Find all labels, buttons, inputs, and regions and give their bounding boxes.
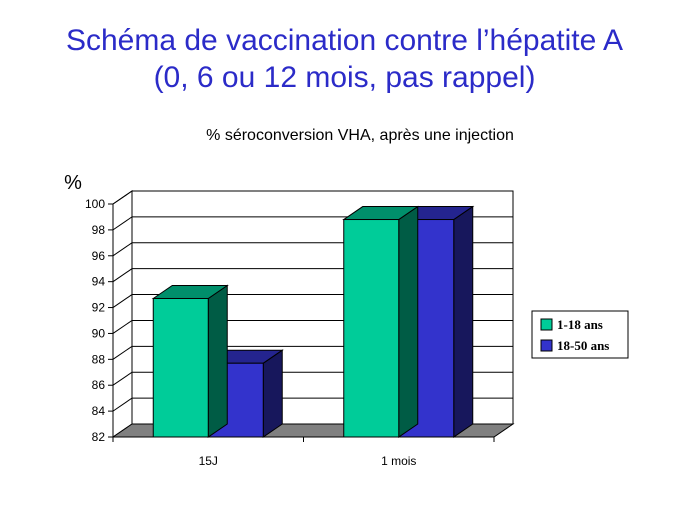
y-tick-label: 84 (92, 404, 106, 418)
legend-swatch (540, 339, 553, 352)
bar-side (398, 205, 419, 438)
legend-label: 1-18 ans (557, 317, 603, 332)
y-tick-label: 90 (92, 326, 106, 340)
bar (343, 219, 400, 438)
y-tick-label: 98 (92, 223, 106, 237)
bar-side (207, 284, 228, 438)
chart-title: % séroconversion VHA, après une injectio… (206, 127, 514, 144)
slide-title-line-2: (0, 6 ou 12 mois, pas rappel) (153, 61, 536, 94)
slide-title: Schéma de vaccination contre l’hépatite … (0, 22, 689, 96)
slide-title-line-1: Schéma de vaccination contre l’hépatite … (65, 24, 623, 57)
gridline (112, 190, 513, 205)
bar-side (262, 349, 283, 438)
bar-side (453, 205, 474, 438)
y-tick-label: 100 (85, 197, 105, 211)
y-axis-label: % (64, 172, 82, 194)
legend-label: 18-50 ans (557, 338, 609, 353)
y-tick-label: 86 (92, 378, 106, 392)
legend-swatch (540, 318, 553, 331)
y-tick-label: 82 (92, 430, 106, 444)
x-tick-label: 15J (199, 454, 218, 468)
y-tick-label: 94 (92, 275, 106, 289)
y-tick-label: 92 (92, 301, 106, 315)
x-tick-label: 1 mois (381, 454, 416, 468)
bar (152, 297, 209, 438)
y-tick-label: 88 (92, 352, 106, 366)
y-tick-label: 96 (92, 249, 106, 263)
